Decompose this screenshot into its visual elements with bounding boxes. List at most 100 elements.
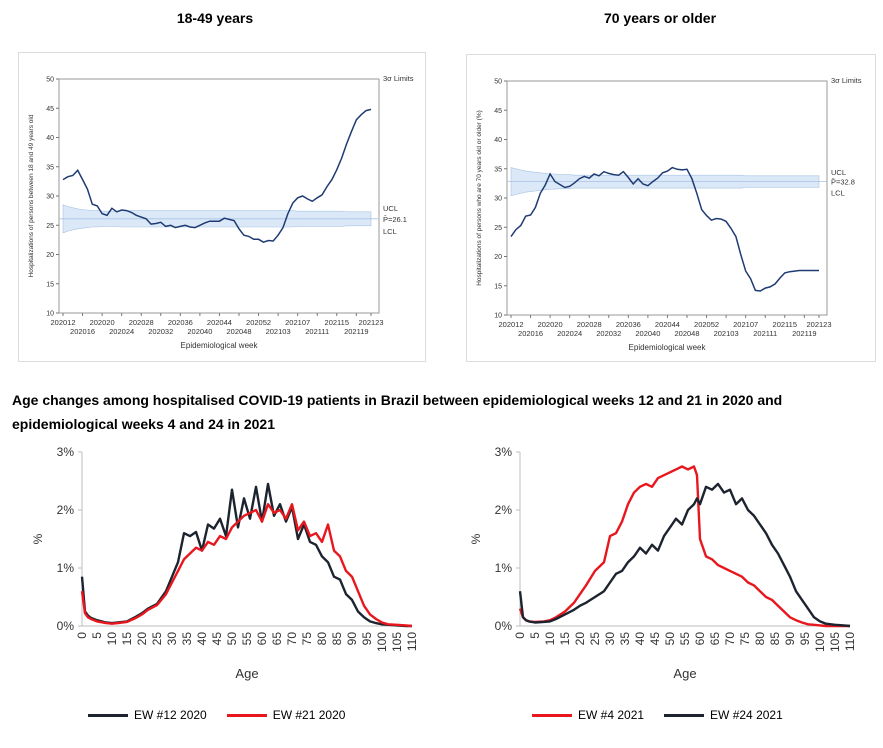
cc-18-49-ucl-label: UCL — [383, 204, 398, 213]
age-2021-xtick-label: 50 — [663, 632, 677, 646]
age-2020-ytick-label: 2% — [57, 503, 75, 517]
cc-18-49-center-label: P̄=26.1 — [383, 215, 407, 224]
age-2020-ytick-label: 1% — [57, 561, 75, 575]
control-chart-70-plus-panel: 10 15 20 25 30 35 40 45 50 202012 202016 202020 2020… — [466, 54, 876, 362]
cc-70-plus-plot-frame — [506, 80, 828, 316]
age-2021-xtick-label: 70 — [723, 632, 737, 646]
age-2021-ytick-label: 2% — [495, 503, 513, 517]
cc-70-plus-xtick-label: 202103 — [714, 329, 739, 338]
age-2020-xtick-label: 35 — [180, 632, 194, 646]
cc-18-49-xtick-label: 202036 — [168, 318, 193, 327]
age-2020-x-axis-title: Age — [235, 666, 258, 681]
cc-70-plus-xtick-label: 202111 — [753, 329, 777, 338]
age-2020-xtick-label: 40 — [195, 632, 209, 646]
cc-18-49-xtick-label: 202119 — [344, 327, 368, 336]
age-2021-xtick-label: 15 — [558, 632, 572, 646]
age-2020-series-2-line — [80, 503, 413, 628]
cc-18-49-ytick-label: 25 — [46, 223, 54, 230]
age-2021-xtick-label: 85 — [768, 632, 782, 646]
age-2020-xtick-label: 5 — [90, 632, 104, 639]
age-2021-x-axis-title: Age — [673, 666, 696, 681]
cc-70-plus-xtick-label: 202012 — [498, 320, 523, 329]
cc-70-plus-center-label: P̄=32.8 — [831, 178, 855, 187]
age-2020-xtick-label: 45 — [210, 632, 224, 646]
age-2021-ytick-label: 1% — [495, 561, 513, 575]
age-2021-xtick-label: 20 — [573, 632, 587, 646]
age-2021-xtick-label: 80 — [753, 632, 767, 646]
age-2020-ytick-label: 0% — [57, 619, 75, 633]
panel-title-70-plus: 70 years or older — [603, 10, 717, 26]
age-2021-xtick-label: 90 — [783, 632, 797, 646]
cc-18-49-x-axis-title: Epidemiological week — [181, 341, 259, 350]
legend-label-ew21-2020: EW #21 2020 — [272, 708, 346, 722]
cc-18-49-ytick-label: 20 — [46, 252, 54, 259]
cc-70-plus-xtick-label: 202020 — [538, 320, 563, 329]
age-2020-y-axis-title: % — [31, 533, 45, 544]
panel-title-18-49: 18-49 years — [176, 10, 254, 26]
age-2020-xtick-label: 90 — [345, 632, 359, 646]
cc-18-49-plot-frame — [58, 78, 380, 314]
cc-70-plus-xtick-label: 202044 — [655, 320, 680, 329]
cc-18-49-ytick-label: 40 — [46, 135, 54, 142]
age-2020-ytick-label: 3% — [57, 445, 75, 459]
age-2020-xtick-label: 100 — [375, 632, 389, 652]
cc-70-plus-xtick-label: 202119 — [792, 329, 816, 338]
age-2021-xtick-label: 100 — [813, 632, 827, 652]
age-2021-ytick-label: 3% — [495, 445, 513, 459]
control-chart-70-plus: 1015202530354045502020122020162020202020… — [476, 76, 862, 352]
age-2020-xtick-label: 80 — [315, 632, 329, 646]
age-chart-2020: 0% 1% 2% 3% 0 5 10 15 20 25 30 35 40 45 50 55 60 65 70 75 80… — [31, 445, 419, 681]
cc-18-49-xtick-label: 202123 — [358, 318, 383, 327]
legend-swatch-ew24-2021 — [664, 713, 705, 717]
cc-70-plus-ucl-label: UCL — [831, 168, 846, 177]
cc-18-49-xtick-label: 202111 — [305, 327, 329, 336]
age-2020-xtick-label: 60 — [255, 632, 269, 646]
cc-70-plus-xtick-label: 202028 — [577, 320, 602, 329]
age-2021-xtick-label: 40 — [633, 632, 647, 646]
cc-18-49-xtick-label: 202052 — [246, 318, 271, 327]
age-2021-xtick-label: 35 — [618, 632, 632, 646]
age-2020-xtick-label: 55 — [240, 632, 254, 646]
cc-70-plus-xtick-label: 202048 — [674, 329, 699, 338]
age-2021-xtick-label: 75 — [738, 632, 752, 646]
age-2020-xtick-label: 0 — [75, 632, 89, 639]
cc-18-49-xtick-label: 202012 — [50, 318, 75, 327]
cc-70-plus-ytick-label: 10 — [494, 313, 502, 320]
cc-70-plus-xtick-label: 202052 — [694, 320, 719, 329]
cc-70-plus-xtick-label: 202036 — [616, 320, 641, 329]
control-chart-18-49-panel: 10 15 20 25 30 35 40 45 50 202012 202016 202020 2020… — [18, 52, 426, 362]
cc-70-plus-ytick-label: 30 — [494, 196, 502, 203]
age-2020-xtick-label: 10 — [105, 632, 119, 646]
legend-label-ew24-2021: EW #24 2021 — [710, 708, 783, 722]
age-2020-xtick-label: 20 — [135, 632, 149, 646]
age-2020-xtick-label: 85 — [330, 632, 344, 646]
cc-70-plus-y-axis-title: Hospitalizations of persons who are 70 y… — [476, 110, 483, 286]
cc-70-plus-xtick-label: 202040 — [635, 329, 660, 338]
cc-18-49-xtick-label: 202044 — [207, 318, 232, 327]
age-2021-xtick-label: 110 — [843, 632, 857, 651]
control-chart-18-49: 1015202530354045502020122020162020202020… — [28, 74, 414, 350]
age-2021-xtick-label: 55 — [678, 632, 692, 646]
age-chart-2021: 0% 1% 2% 3% 0 5 10 15 20 25 30 35 40 45 50 55 60 65 70 75 80… — [469, 445, 857, 681]
cc-70-plus-ytick-label: 35 — [494, 166, 502, 173]
cc-18-49-limits-label: 3σ Limits — [383, 74, 414, 83]
age-2021-xtick-label: 30 — [603, 632, 617, 646]
cc-70-plus-ytick-label: 50 — [494, 79, 502, 86]
cc-18-49-xtick-label: 202024 — [109, 327, 134, 336]
cc-18-49-xtick-label: 202103 — [266, 327, 291, 336]
cc-18-49-xtick-label: 202032 — [148, 327, 173, 336]
age-2020-xtick-label: 65 — [270, 632, 284, 646]
cc-18-49-xtick-label: 202020 — [90, 318, 115, 327]
age-2021-xtick-label: 0 — [513, 632, 527, 639]
legend-swatch-ew12-2020 — [88, 713, 128, 717]
cc-18-49-ytick-label: 45 — [46, 106, 54, 113]
cc-18-49-xtick-label: 202028 — [129, 318, 154, 327]
cc-18-49-xtick-label: 202107 — [285, 318, 310, 327]
figure-caption: Age changes among hospitalised COVID-19 … — [12, 392, 783, 432]
cc-18-49-lcl-label: LCL — [383, 227, 397, 236]
legend-swatch-ew4-2021 — [532, 713, 572, 717]
cc-70-plus-xtick-label: 202123 — [806, 320, 831, 329]
age-2021-xtick-label: 65 — [708, 632, 722, 646]
cc-18-49-ytick-label: 35 — [46, 164, 54, 171]
age-2020-xtick-label: 75 — [300, 632, 314, 646]
